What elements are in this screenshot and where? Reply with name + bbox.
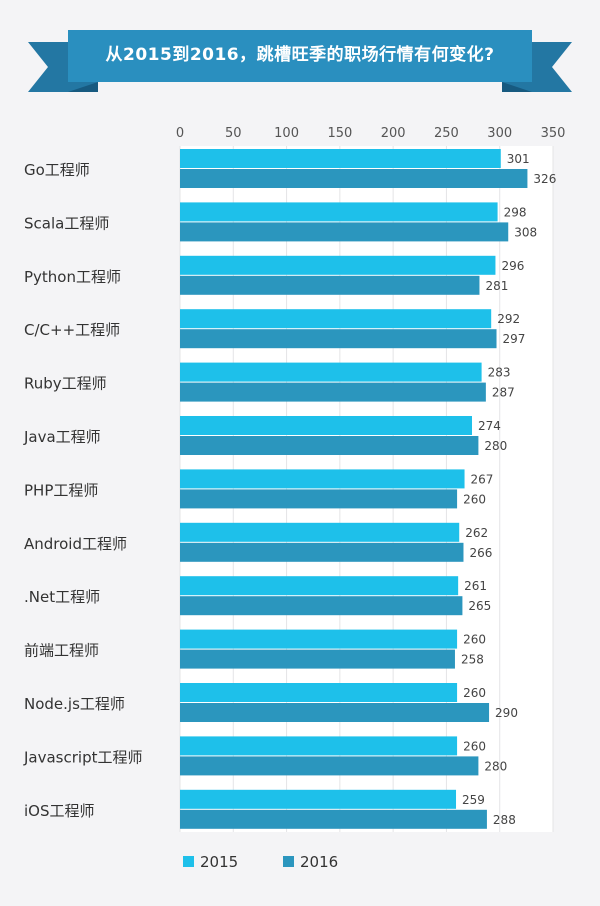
category-label: Android工程师: [24, 535, 127, 553]
bar-value-label: 292: [497, 312, 520, 326]
bar-2016: [180, 649, 455, 669]
bar-2015: [180, 149, 501, 168]
bar-2015: [180, 362, 482, 382]
bar-2016: [180, 436, 479, 455]
bar-value-label: 266: [469, 546, 492, 560]
bar-value-label: 259: [462, 793, 485, 807]
bar-2015: [180, 789, 457, 809]
legend-label: 2016: [300, 853, 338, 871]
category-label: Javascript工程师: [23, 748, 142, 766]
x-tick-label: 300: [487, 126, 512, 141]
category-label: Node.js工程师: [24, 695, 125, 713]
bar-2016: [180, 596, 463, 616]
banner-front: [68, 30, 532, 82]
bar-value-label: 297: [503, 332, 526, 346]
category-label: Java工程师: [23, 428, 101, 446]
bar-value-label: 280: [484, 439, 507, 453]
bar-2015: [180, 736, 458, 756]
bar-value-label: 301: [507, 152, 530, 166]
bar-value-label: 274: [478, 419, 501, 433]
bar-value-label: 281: [485, 279, 508, 293]
banner-fold-right: [502, 82, 532, 92]
x-tick-label: 150: [327, 126, 352, 141]
bar-2016: [180, 329, 497, 349]
bar-2015: [180, 309, 492, 329]
bar-2016: [180, 169, 528, 188]
bar-value-label: 280: [484, 759, 507, 773]
x-tick-label: 50: [225, 126, 242, 141]
legend-label: 2015: [200, 853, 238, 871]
bar-2016: [180, 489, 458, 509]
bar-value-label: 267: [471, 472, 494, 486]
bar-2015: [180, 469, 465, 489]
bar-value-label: 308: [514, 225, 537, 239]
bar-value-label: 258: [461, 653, 484, 667]
category-label: Go工程师: [24, 161, 90, 179]
category-label: Python工程师: [24, 268, 121, 286]
bar-value-label: 265: [468, 599, 491, 613]
bar-value-label: 260: [463, 739, 486, 753]
bar-2015: [180, 202, 498, 222]
legend-swatch-2016: [283, 856, 294, 867]
bar-2015: [180, 576, 459, 596]
x-tick-label: 100: [274, 126, 299, 141]
bar-2015: [180, 255, 496, 275]
bar-2015: [180, 522, 460, 542]
bar-value-label: 260: [463, 633, 486, 647]
plot-area: [180, 146, 553, 832]
category-label: PHP工程师: [24, 481, 98, 499]
bar-value-label: 326: [533, 172, 556, 186]
x-tick-label: 0: [176, 126, 184, 141]
bar-value-label: 296: [501, 259, 524, 273]
bar-value-label: 260: [463, 686, 486, 700]
bar-2016: [180, 542, 464, 562]
category-label: 前端工程师: [24, 642, 99, 660]
bar-value-label: 298: [504, 205, 527, 219]
x-tick-label: 250: [434, 126, 459, 141]
bar-2016: [180, 222, 509, 242]
bar-value-label: 287: [492, 386, 515, 400]
bar-value-label: 290: [495, 706, 518, 720]
bar-2015: [180, 629, 458, 649]
bar-2016: [180, 382, 486, 402]
bar-value-label: 261: [464, 579, 487, 593]
category-label: C/C++工程师: [24, 321, 120, 339]
bar-2016: [180, 703, 490, 722]
bar-value-label: 260: [463, 492, 486, 506]
category-label: Ruby工程师: [24, 375, 107, 393]
bar-2016: [180, 756, 479, 776]
title-banner: [28, 30, 572, 92]
bar-2016: [180, 275, 480, 295]
category-label: iOS工程师: [24, 802, 95, 820]
bar-2016: [180, 809, 487, 829]
banner-fold-left: [68, 82, 98, 92]
bar-value-label: 283: [488, 366, 511, 380]
bar-2015: [180, 416, 473, 435]
bar-value-label: 262: [465, 526, 488, 540]
category-label: .Net工程师: [24, 588, 100, 606]
bar-value-label: 288: [493, 813, 516, 827]
legend-swatch-2015: [183, 856, 194, 867]
x-tick-label: 200: [381, 126, 406, 141]
bar-2015: [180, 683, 458, 702]
x-tick-label: 350: [541, 126, 566, 141]
chart-title: 从2015到2016，跳槽旺季的职场行情有何变化?: [105, 44, 495, 65]
category-label: Scala工程师: [24, 214, 109, 232]
